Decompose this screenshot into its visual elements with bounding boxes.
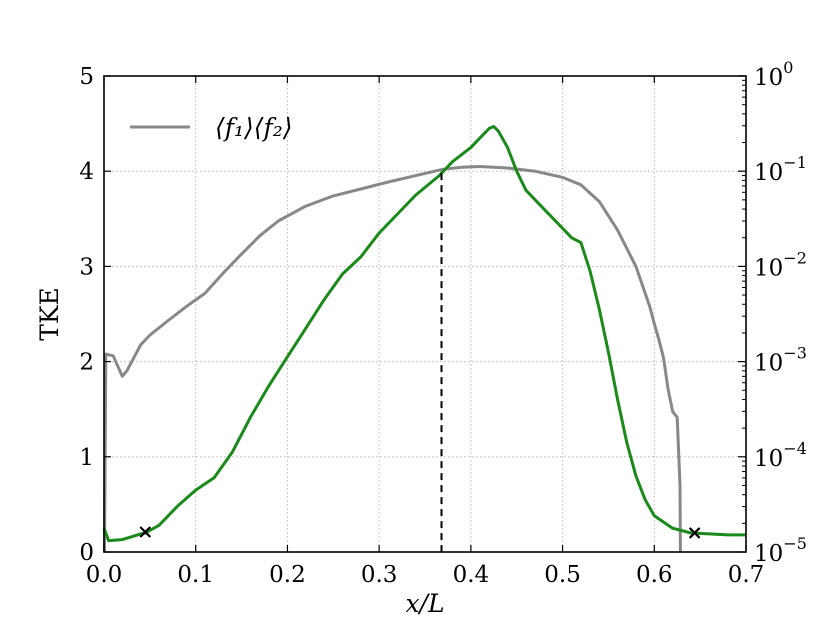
series-layer [102, 125, 746, 553]
x-tick-label: 0.2 [269, 562, 306, 588]
marker-layer [139, 526, 701, 539]
series-line-f1f2 [103, 165, 682, 553]
y2-tick-exponent: −3 [783, 344, 807, 363]
x-tick-label: 0.7 [728, 562, 765, 588]
x-axis-title: x/L [405, 589, 444, 618]
x-tick-label: 0.5 [544, 562, 581, 588]
x-tick-label: 0.0 [86, 562, 123, 588]
y2-tick-exponent: −1 [783, 153, 807, 172]
x-tick-label: 0.4 [453, 562, 490, 588]
y2-tick-base: 10 [754, 351, 783, 377]
y2-tick-exponent: −2 [783, 248, 807, 267]
x-tick-label: 0.1 [177, 562, 214, 588]
y2-tick-base: 10 [754, 255, 783, 281]
y2-tick-label: 10−1 [754, 153, 807, 186]
plot-frame [103, 75, 747, 553]
x-tick-label: 0.3 [361, 562, 398, 588]
y2-tick-exponent: 0 [783, 58, 793, 77]
x-marker-stroke [139, 526, 152, 538]
x-marker [139, 526, 152, 538]
y2-tick-label: 100 [754, 58, 793, 91]
legend-label: ⟨f₁⟩⟨f₂⟩ [215, 113, 293, 142]
y2-tick-exponent: −5 [783, 534, 807, 553]
y2-tick-exponent: −4 [783, 439, 807, 458]
y2-tick-label: 10−2 [754, 248, 807, 281]
x-marker-stroke [688, 527, 701, 539]
y-tick-label: 5 [79, 64, 94, 90]
y-tick-label: 1 [79, 445, 94, 471]
y2-tick-label: 10−3 [754, 344, 807, 377]
y2-tick-base: 10 [754, 65, 783, 91]
x-tick-label: 0.6 [636, 562, 673, 588]
y-tick-label: 4 [79, 159, 94, 185]
x-marker [688, 527, 701, 539]
y2-tick-base: 10 [754, 446, 783, 472]
y-axis-title: TKE [35, 287, 64, 341]
grid [104, 76, 746, 552]
ticks [103, 75, 747, 553]
y2-tick-base: 10 [754, 541, 783, 567]
series-line-tke [102, 125, 746, 543]
y2-tick-label: 10−4 [754, 439, 807, 472]
y2-tick-label: 10−5 [754, 534, 807, 567]
y2-tick-base: 10 [754, 160, 783, 186]
y-tick-label: 2 [79, 350, 94, 376]
y-tick-label: 0 [79, 540, 94, 566]
tick-labels: 0.0 0.1 0.2 0.3 0.4 0.5 0.6 0.701234510−510−410… [79, 58, 807, 588]
legend: ⟨f₁⟩⟨f₂⟩ [130, 113, 293, 142]
y-tick-label: 3 [79, 254, 94, 280]
